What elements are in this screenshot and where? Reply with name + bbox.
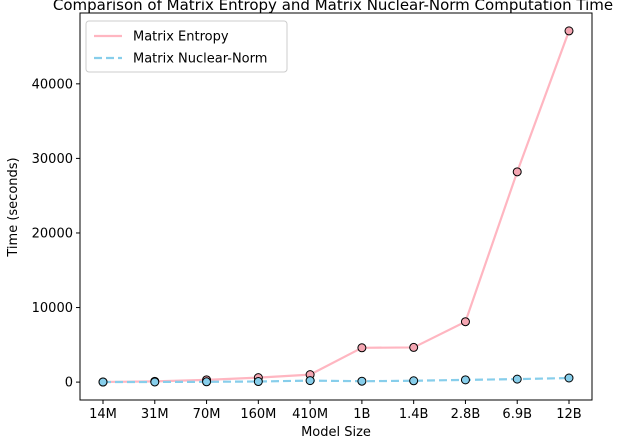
x-tick-label: 1B [353,407,370,422]
y-tick-label: 0 [65,376,73,391]
y-tick-label: 20000 [32,226,73,241]
y-tick-label: 30000 [32,152,73,167]
data-point-matrix-entropy [357,343,367,353]
data-point-matrix-nuclear-norm [202,377,212,387]
x-tick-label: 12B [556,407,581,422]
series-line-matrix-entropy [102,30,571,384]
chart-title: Comparison of Matrix Entropy and Matrix … [53,0,613,14]
data-point-matrix-entropy [512,167,522,177]
data-point-matrix-nuclear-norm [564,373,574,383]
x-axis-label: Model Size [301,425,371,438]
x-tick-label: 410M [292,407,328,422]
data-point-matrix-nuclear-norm [460,375,470,385]
x-tick-label: 31M [141,407,169,422]
legend: Matrix Entropy Matrix Nuclear-Norm [85,20,288,73]
plot-area [98,26,574,387]
legend-label: Matrix Nuclear-Norm [133,52,267,67]
data-point-matrix-nuclear-norm [512,374,522,384]
data-point-matrix-entropy [564,26,574,36]
y-tick-label: 10000 [32,301,73,316]
x-tick-label: 6.9B [502,407,532,422]
x-tick-label: 2.8B [451,407,481,422]
data-point-matrix-nuclear-norm [357,376,367,386]
data-point-matrix-nuclear-norm [150,377,160,387]
data-point-matrix-nuclear-norm [253,377,263,387]
series-line-matrix-nuclear-norm [102,376,570,384]
data-point-matrix-nuclear-norm [98,377,108,387]
data-point-matrix-entropy [409,342,419,352]
data-point-matrix-nuclear-norm [305,376,315,386]
x-axis: 14M 31M 70M 160M 410M 1B 1.4B 2.8B 6.9B 12B [89,400,582,422]
x-tick-label: 160M [240,407,276,422]
x-tick-label: 1.4B [399,407,429,422]
legend-box [85,20,288,73]
data-point-matrix-nuclear-norm [409,376,419,386]
axes-frame [79,12,593,401]
y-axis: 0 10000 20000 30000 40000 [32,77,80,391]
legend-label: Matrix Entropy [133,30,229,45]
x-tick-label: 14M [89,407,117,422]
y-axis-label: Time (seconds) [6,157,21,257]
x-tick-label: 70M [193,407,221,422]
y-tick-label: 40000 [32,77,73,92]
data-point-matrix-entropy [460,317,470,327]
